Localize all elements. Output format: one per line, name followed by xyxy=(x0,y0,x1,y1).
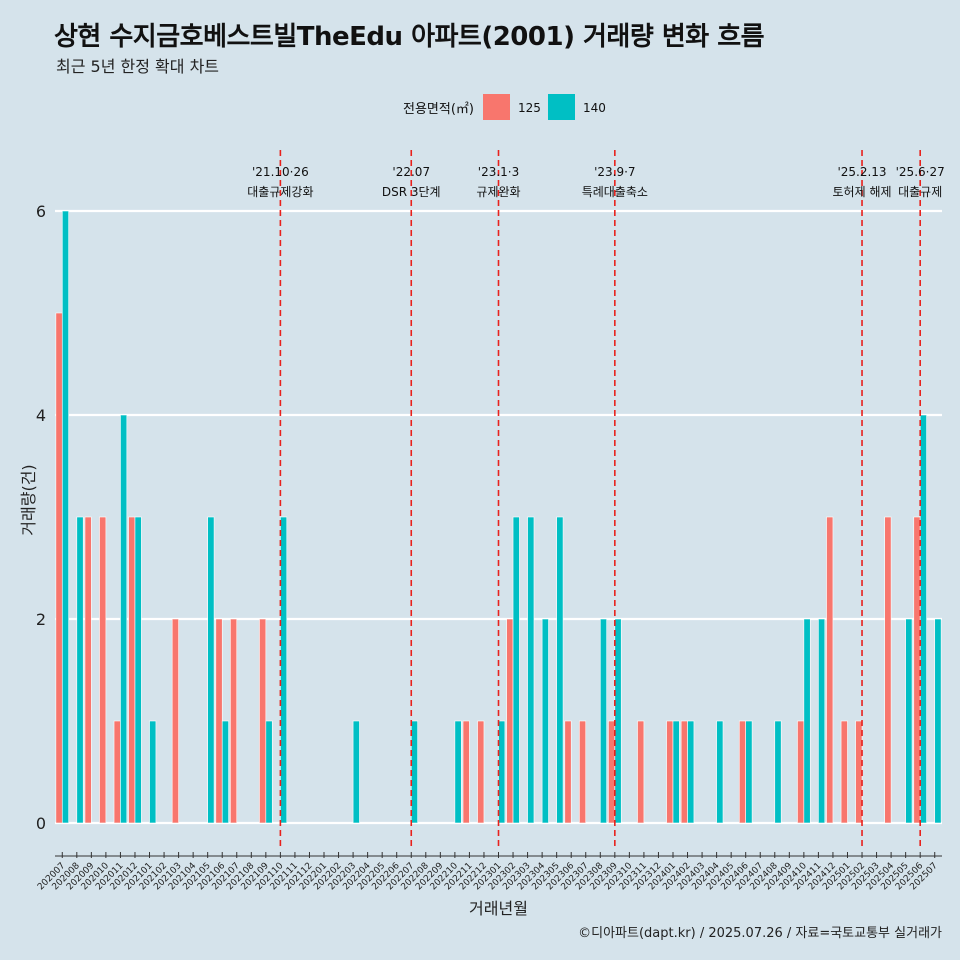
bar-140-202507 xyxy=(934,618,942,824)
policy-event-label: 대출규제 xyxy=(898,185,942,199)
bar-125-202406 xyxy=(738,720,746,824)
bar-140-202305 xyxy=(556,516,564,824)
policy-date-label: '21.10·26 xyxy=(252,165,309,179)
policy-date-label: '25.2.13 xyxy=(837,165,886,179)
bar-140-202401 xyxy=(672,720,680,824)
bar-140-202406 xyxy=(745,720,753,824)
bar-125-202402 xyxy=(680,720,688,824)
policy-date-label: '23.9·7 xyxy=(594,165,635,179)
bar-140-202109 xyxy=(265,720,273,824)
bar-125-202307 xyxy=(579,720,587,824)
y-tick-label: 2 xyxy=(36,610,46,629)
policy-date-label: '23.1·3 xyxy=(478,165,519,179)
bar-125-202109 xyxy=(259,618,267,824)
bar-125-202212 xyxy=(477,720,485,824)
bar-125-202506 xyxy=(913,516,921,824)
bar-125-202211 xyxy=(462,720,470,824)
x-axis-title: 거래년월 xyxy=(469,899,528,918)
bar-125-202010 xyxy=(99,516,107,824)
bar-140-202506 xyxy=(919,414,927,824)
source-caption: ©디아파트(dapt.kr) / 2025.07.26 / 자료=국토교통부 실… xyxy=(578,926,942,941)
bar-125-202012 xyxy=(128,516,136,824)
legend-label-140: 140 xyxy=(583,101,606,115)
legend-swatch-125 xyxy=(483,94,510,120)
bar-125-202504 xyxy=(884,516,892,824)
bar-140-202308 xyxy=(599,618,607,824)
y-tick-label: 0 xyxy=(36,814,46,833)
bar-140-202309 xyxy=(614,618,622,824)
bar-140-202301 xyxy=(498,720,506,824)
bar-125-202106 xyxy=(215,618,223,824)
y-tick-label: 4 xyxy=(36,406,46,425)
bar-125-202103 xyxy=(171,618,179,824)
legend-label-125: 125 xyxy=(518,101,541,115)
bar-140-202106 xyxy=(221,720,229,824)
bar-125-202302 xyxy=(506,618,514,824)
legend-title: 전용면적(㎡) xyxy=(403,102,474,117)
legend-swatch-140 xyxy=(548,94,575,120)
bar-140-202402 xyxy=(687,720,695,824)
bar-140-202505 xyxy=(905,618,913,824)
bar-125-202309 xyxy=(608,720,616,824)
bar-125-202412 xyxy=(826,516,834,824)
bar-140-202011 xyxy=(120,414,128,824)
bar-140-202008 xyxy=(76,516,84,824)
chart-subtitle: 최근 5년 한정 확대 차트 xyxy=(56,57,220,76)
bar-140-202007 xyxy=(61,210,69,824)
bar-125-202107 xyxy=(230,618,238,824)
y-axis-title: 거래량(건) xyxy=(19,464,38,535)
chart-title: 상현 수지금호베스트빌TheEdu 아파트(2001) 거래량 변화 흐름 xyxy=(54,22,765,52)
bar-125-202401 xyxy=(666,720,674,824)
y-tick-label: 6 xyxy=(36,202,46,221)
policy-event-label: 토허제 해제 xyxy=(833,185,892,199)
policy-event-label: 대출규제강화 xyxy=(247,185,313,199)
policy-date-label: '25.6·27 xyxy=(896,165,945,179)
bar-125-202311 xyxy=(637,720,645,824)
bar-125-202009 xyxy=(84,516,92,824)
bar-125-202306 xyxy=(564,720,572,824)
bar-140-202012 xyxy=(134,516,142,824)
bar-140-202404 xyxy=(716,720,724,824)
bar-125-202502 xyxy=(855,720,863,824)
bar-140-202110 xyxy=(280,516,288,824)
bar-125-202410 xyxy=(797,720,805,824)
bar-140-202303 xyxy=(527,516,535,824)
bar-140-202101 xyxy=(149,720,157,824)
bar-140-202105 xyxy=(207,516,215,824)
bar-140-202203 xyxy=(352,720,360,824)
policy-event-label: 특례대출축소 xyxy=(582,185,648,199)
bar-140-202304 xyxy=(541,618,549,824)
bar-140-202408 xyxy=(774,720,782,824)
policy-event-label: 규제완화 xyxy=(476,185,520,199)
policy-date-label: '22.07 xyxy=(392,165,430,179)
bar-140-202302 xyxy=(512,516,520,824)
bar-125-202501 xyxy=(840,720,848,824)
bar-140-202210 xyxy=(454,720,462,824)
bar-140-202207 xyxy=(410,720,418,824)
bar-140-202410 xyxy=(803,618,811,824)
policy-event-label: DSR 3단계 xyxy=(382,185,441,199)
bar-125-202011 xyxy=(113,720,121,824)
bar-125-202007 xyxy=(55,312,63,824)
bar-140-202411 xyxy=(818,618,826,824)
